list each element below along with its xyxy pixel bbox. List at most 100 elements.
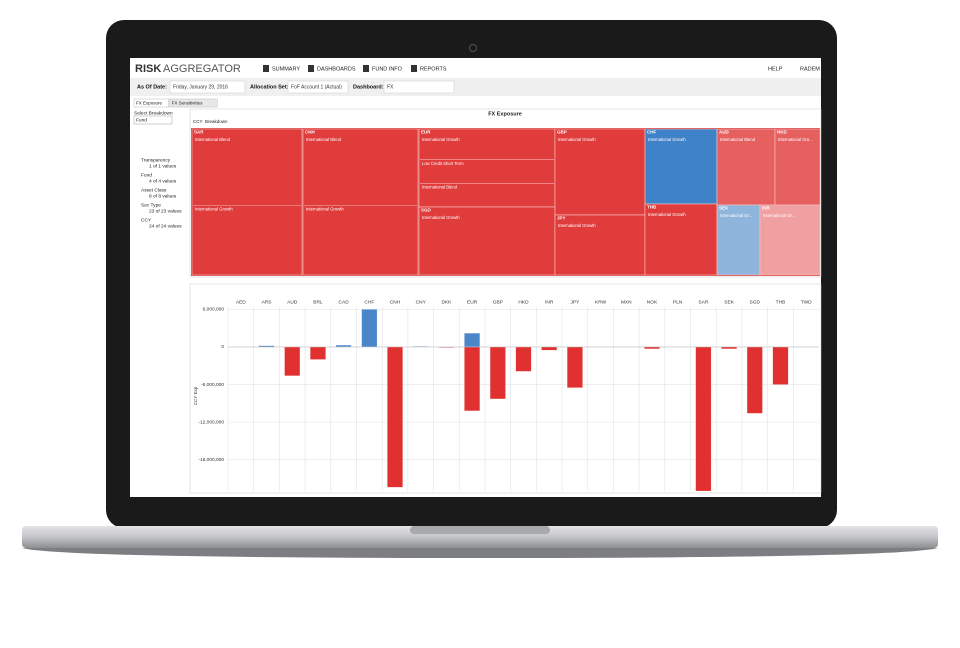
y-tick-label: 6,000,000 bbox=[203, 307, 225, 313]
x-tick-label: NOK bbox=[647, 299, 658, 305]
x-tick-label: MXN bbox=[621, 299, 632, 305]
fund-label: International Growth bbox=[648, 212, 686, 217]
fund-label: International Growth bbox=[558, 137, 596, 142]
y-tick-label: -12,000,000 bbox=[198, 419, 224, 425]
fund-label: International Growth bbox=[306, 207, 344, 212]
bar bbox=[567, 346, 583, 388]
cell-label: GBP bbox=[557, 130, 567, 135]
as-of-select[interactable] bbox=[169, 80, 246, 94]
treemap-cell[interactable] bbox=[644, 203, 718, 276]
bar bbox=[284, 346, 301, 376]
y-tick-label: -6,000,000 bbox=[201, 382, 224, 388]
bar bbox=[721, 346, 737, 349]
fund-label: International Growth bbox=[422, 215, 460, 220]
x-tick-label: INR bbox=[545, 299, 554, 305]
tab-label: FX Sensitivities bbox=[172, 101, 204, 106]
filter-name: Transparency bbox=[141, 157, 171, 163]
x-tick-label: SGD bbox=[750, 299, 761, 305]
breadcrumb[interactable]: CCY bbox=[193, 119, 203, 124]
x-tick-label: ARS bbox=[262, 299, 272, 305]
x-tick-label: HKD bbox=[518, 299, 529, 305]
x-tick-label: AUD bbox=[287, 299, 298, 305]
fund-label: International Growth bbox=[422, 137, 460, 142]
treemap-cell[interactable] bbox=[191, 128, 303, 276]
treemap-cell[interactable] bbox=[774, 128, 821, 206]
filter-count[interactable]: 23 of 23 values bbox=[149, 208, 182, 214]
camera bbox=[469, 44, 477, 52]
nav-icon bbox=[308, 65, 314, 72]
bar bbox=[772, 346, 789, 385]
as-of-value: Friday, January 29, 2016 bbox=[173, 84, 228, 90]
filter-count[interactable]: 8 of 8 values bbox=[149, 193, 177, 199]
breakdown-value: Fund bbox=[136, 117, 147, 123]
fund-label: International Blend bbox=[720, 137, 756, 142]
logo: RISK bbox=[135, 63, 161, 75]
nav-icon bbox=[263, 65, 269, 72]
bar bbox=[695, 346, 712, 492]
x-tick-label: KRW bbox=[595, 299, 607, 305]
breadcrumb[interactable]: Breakdown bbox=[205, 119, 228, 124]
filter-name: Fund bbox=[141, 172, 152, 178]
treemap-cell[interactable] bbox=[716, 128, 776, 206]
allocation-select[interactable] bbox=[287, 80, 349, 94]
cell-label: SGD bbox=[421, 208, 432, 213]
tab[interactable] bbox=[133, 98, 169, 108]
x-tick-label: EUR bbox=[467, 299, 478, 305]
bar bbox=[335, 344, 352, 348]
treemap-cell[interactable] bbox=[716, 204, 761, 276]
bar bbox=[464, 333, 480, 348]
dashboard-select[interactable] bbox=[383, 80, 455, 94]
help-link[interactable]: HELP bbox=[768, 66, 783, 72]
cell-label: CHF bbox=[647, 130, 656, 135]
x-tick-label: CHF bbox=[364, 299, 374, 305]
bar bbox=[489, 346, 506, 400]
base-shadow bbox=[22, 548, 938, 558]
y-axis-label: CCY Exp bbox=[193, 386, 198, 405]
treemap-cell[interactable] bbox=[554, 128, 646, 216]
treemap-cell[interactable] bbox=[302, 128, 419, 276]
cell-label: EUR bbox=[421, 130, 431, 135]
treemap-cell[interactable] bbox=[644, 128, 718, 205]
bar bbox=[746, 346, 763, 414]
tab[interactable] bbox=[169, 98, 218, 108]
x-tick-label: CAD bbox=[339, 299, 350, 305]
treemap-cell[interactable] bbox=[418, 128, 556, 208]
filter-name: Asset Class bbox=[141, 187, 167, 193]
x-tick-label: SAR bbox=[698, 299, 708, 305]
filter-name: Sec Type bbox=[141, 202, 161, 208]
nav-item[interactable]: SUMMARY bbox=[272, 66, 300, 72]
top-bar bbox=[130, 58, 821, 78]
treemap-cell[interactable] bbox=[554, 214, 646, 276]
user-link[interactable]: RADEM bbox=[800, 66, 820, 72]
nav-item[interactable]: DASHBOARDS bbox=[317, 66, 356, 72]
filter-name: CCY bbox=[141, 217, 152, 223]
cell-label: THB bbox=[647, 205, 657, 210]
nav-item[interactable]: REPORTS bbox=[420, 66, 447, 72]
fund-label: International Growth bbox=[558, 223, 596, 228]
bar bbox=[644, 346, 660, 349]
filter-count[interactable]: 24 of 24 values bbox=[149, 223, 182, 229]
cell-label: AUD bbox=[719, 130, 729, 135]
as-of-label: As Of Date: bbox=[137, 84, 167, 90]
fund-label: International Blend bbox=[195, 137, 231, 142]
filter-count[interactable]: 1 of 1 values bbox=[149, 163, 177, 169]
fund-label: International Blend bbox=[306, 137, 342, 142]
nav-item[interactable]: FUND INFO bbox=[372, 66, 403, 72]
bar bbox=[361, 309, 378, 348]
nav-icon bbox=[363, 65, 369, 72]
nav-icon bbox=[411, 65, 417, 72]
treemap-cell[interactable] bbox=[759, 204, 821, 276]
dashboard-value: FX bbox=[387, 84, 394, 90]
x-tick-label: GBP bbox=[493, 299, 503, 305]
filter-count[interactable]: 4 of 4 values bbox=[149, 178, 177, 184]
x-tick-label: TWD bbox=[801, 299, 812, 305]
x-tick-label: DKK bbox=[441, 299, 452, 305]
breakdown-select[interactable] bbox=[133, 115, 173, 125]
fund-label: International Gr... bbox=[763, 213, 795, 218]
cell-label: SAR bbox=[194, 130, 204, 135]
x-tick-label: JPY bbox=[570, 299, 580, 305]
x-tick-label: AED bbox=[236, 299, 246, 305]
treemap-cell[interactable] bbox=[418, 206, 556, 276]
cell-label: INR bbox=[762, 206, 771, 211]
